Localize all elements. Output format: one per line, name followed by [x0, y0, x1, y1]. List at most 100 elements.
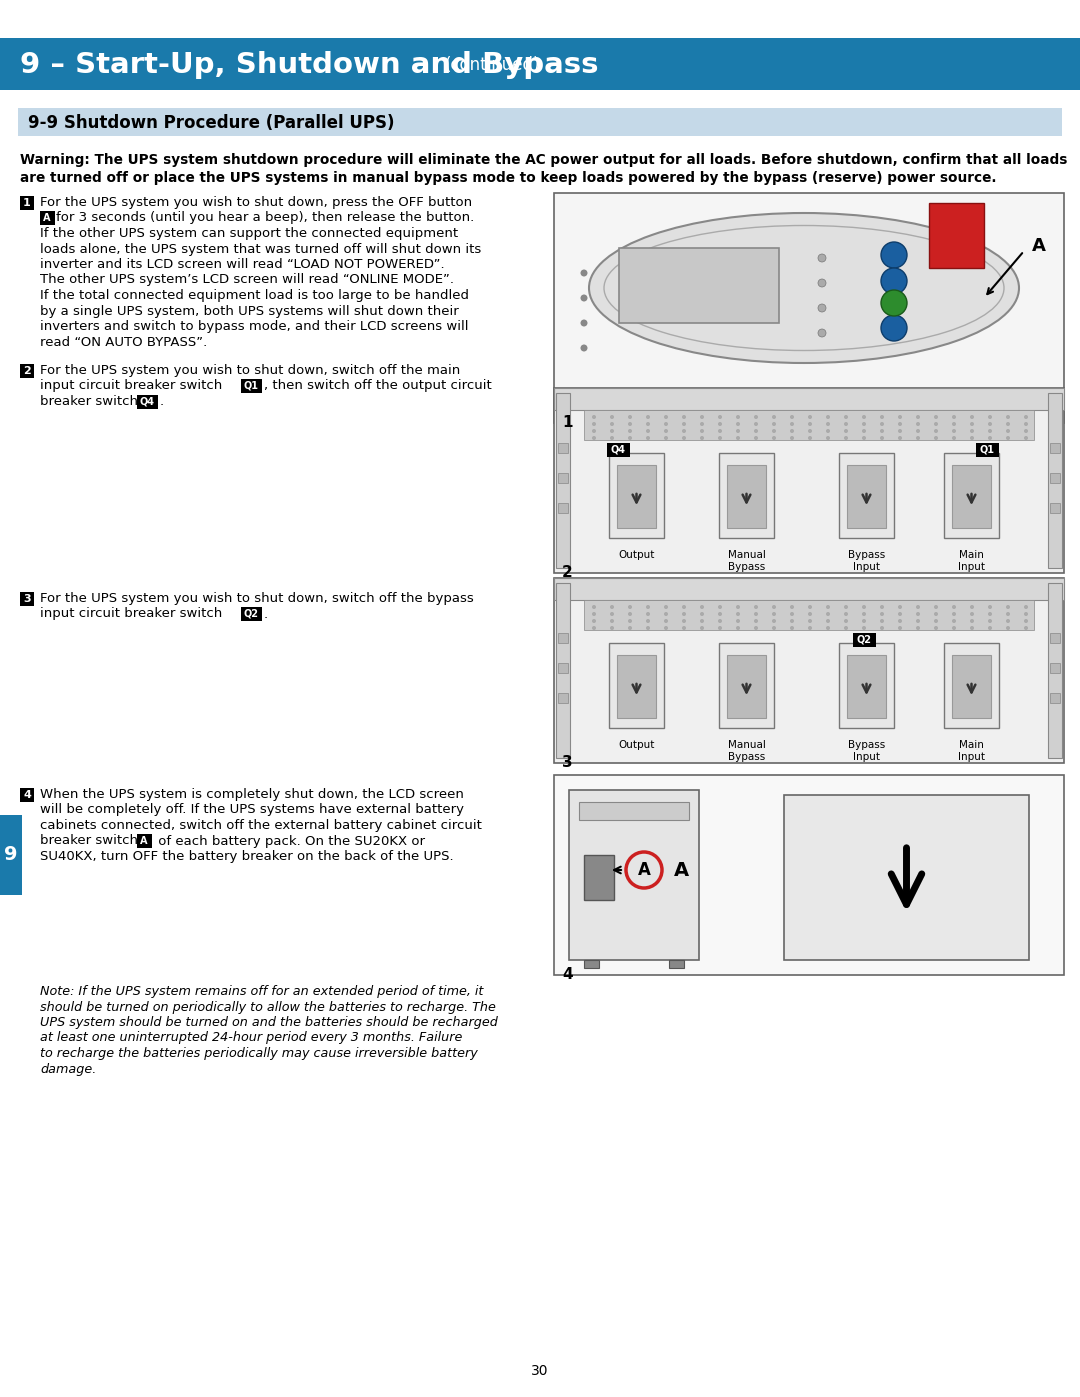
Text: Q1: Q1: [980, 444, 995, 454]
Circle shape: [808, 415, 812, 419]
Bar: [609, 643, 664, 728]
Circle shape: [970, 429, 974, 433]
Circle shape: [718, 605, 723, 609]
Circle shape: [718, 422, 723, 426]
Circle shape: [970, 626, 974, 630]
Bar: [18, 108, 1062, 136]
Circle shape: [862, 422, 866, 426]
Circle shape: [581, 270, 588, 277]
Bar: [554, 193, 1064, 423]
Circle shape: [1024, 612, 1028, 616]
Text: 4: 4: [562, 967, 572, 982]
Circle shape: [880, 429, 885, 433]
Circle shape: [735, 619, 740, 623]
Circle shape: [735, 612, 740, 616]
Circle shape: [581, 320, 588, 327]
Circle shape: [1005, 415, 1010, 419]
Circle shape: [610, 605, 615, 609]
Circle shape: [735, 415, 740, 419]
Bar: [839, 453, 894, 538]
Text: 4: 4: [23, 789, 31, 800]
Circle shape: [592, 429, 596, 433]
Circle shape: [1024, 422, 1028, 426]
Circle shape: [808, 429, 812, 433]
Bar: [727, 465, 766, 528]
Circle shape: [1005, 436, 1010, 440]
Bar: [554, 388, 1064, 573]
Circle shape: [843, 415, 848, 419]
Bar: [558, 633, 568, 643]
Circle shape: [592, 619, 596, 623]
Circle shape: [718, 619, 723, 623]
Circle shape: [1005, 422, 1010, 426]
Circle shape: [718, 626, 723, 630]
Bar: [1050, 664, 1059, 673]
Circle shape: [581, 345, 588, 352]
Text: Main
Input: Main Input: [958, 550, 985, 571]
Text: Manual
Bypass: Manual Bypass: [728, 550, 766, 571]
FancyBboxPatch shape: [136, 834, 151, 848]
Circle shape: [754, 612, 758, 616]
Circle shape: [826, 626, 831, 630]
Circle shape: [843, 436, 848, 440]
Bar: [558, 503, 568, 513]
Circle shape: [916, 626, 920, 630]
Circle shape: [951, 436, 956, 440]
Circle shape: [700, 422, 704, 426]
Circle shape: [772, 605, 777, 609]
Circle shape: [818, 254, 826, 263]
Circle shape: [934, 626, 939, 630]
Bar: [554, 388, 1064, 409]
Text: A: A: [674, 861, 689, 880]
Circle shape: [862, 429, 866, 433]
Circle shape: [862, 612, 866, 616]
Circle shape: [735, 429, 740, 433]
Bar: [727, 655, 766, 718]
Text: A: A: [637, 861, 650, 879]
Bar: [21, 788, 33, 802]
Circle shape: [826, 415, 831, 419]
Circle shape: [1024, 415, 1028, 419]
Text: The other UPS system’s LCD screen will read “ONLINE MODE”.: The other UPS system’s LCD screen will r…: [40, 274, 454, 286]
Text: 1: 1: [23, 198, 31, 208]
Circle shape: [664, 612, 669, 616]
Text: (continued): (continued): [445, 56, 540, 74]
Circle shape: [934, 619, 939, 623]
Circle shape: [772, 415, 777, 419]
Circle shape: [664, 619, 669, 623]
Bar: [1050, 503, 1059, 513]
Text: Output: Output: [619, 550, 654, 560]
Circle shape: [951, 605, 956, 609]
Circle shape: [988, 415, 993, 419]
Text: damage.: damage.: [40, 1063, 96, 1076]
Bar: [951, 655, 991, 718]
Circle shape: [818, 330, 826, 337]
Text: UPS system should be turned on and the batteries should be recharged: UPS system should be turned on and the b…: [40, 1016, 498, 1030]
Circle shape: [881, 268, 907, 293]
Bar: [719, 453, 774, 538]
Text: For the UPS system you wish to shut down, press the OFF button: For the UPS system you wish to shut down…: [40, 196, 472, 210]
Circle shape: [1024, 605, 1028, 609]
Circle shape: [627, 429, 632, 433]
Ellipse shape: [589, 212, 1020, 363]
Bar: [617, 465, 656, 528]
Circle shape: [818, 305, 826, 312]
Text: cabinets connected, switch off the external battery cabinet circuit: cabinets connected, switch off the exter…: [40, 819, 482, 833]
Text: For the UPS system you wish to shut down, switch off the main: For the UPS system you wish to shut down…: [40, 365, 460, 377]
Bar: [1050, 693, 1059, 703]
Bar: [558, 693, 568, 703]
Circle shape: [880, 436, 885, 440]
Circle shape: [610, 612, 615, 616]
Text: Q4: Q4: [139, 397, 154, 407]
FancyBboxPatch shape: [40, 211, 54, 225]
Circle shape: [772, 422, 777, 426]
Circle shape: [789, 422, 794, 426]
Text: SU40KX, turn OFF the battery breaker on the back of the UPS.: SU40KX, turn OFF the battery breaker on …: [40, 849, 454, 863]
Circle shape: [718, 436, 723, 440]
Bar: [619, 249, 779, 323]
Text: 1: 1: [562, 415, 572, 430]
Circle shape: [951, 612, 956, 616]
Circle shape: [592, 436, 596, 440]
Text: Q1: Q1: [243, 381, 258, 391]
Circle shape: [988, 619, 993, 623]
